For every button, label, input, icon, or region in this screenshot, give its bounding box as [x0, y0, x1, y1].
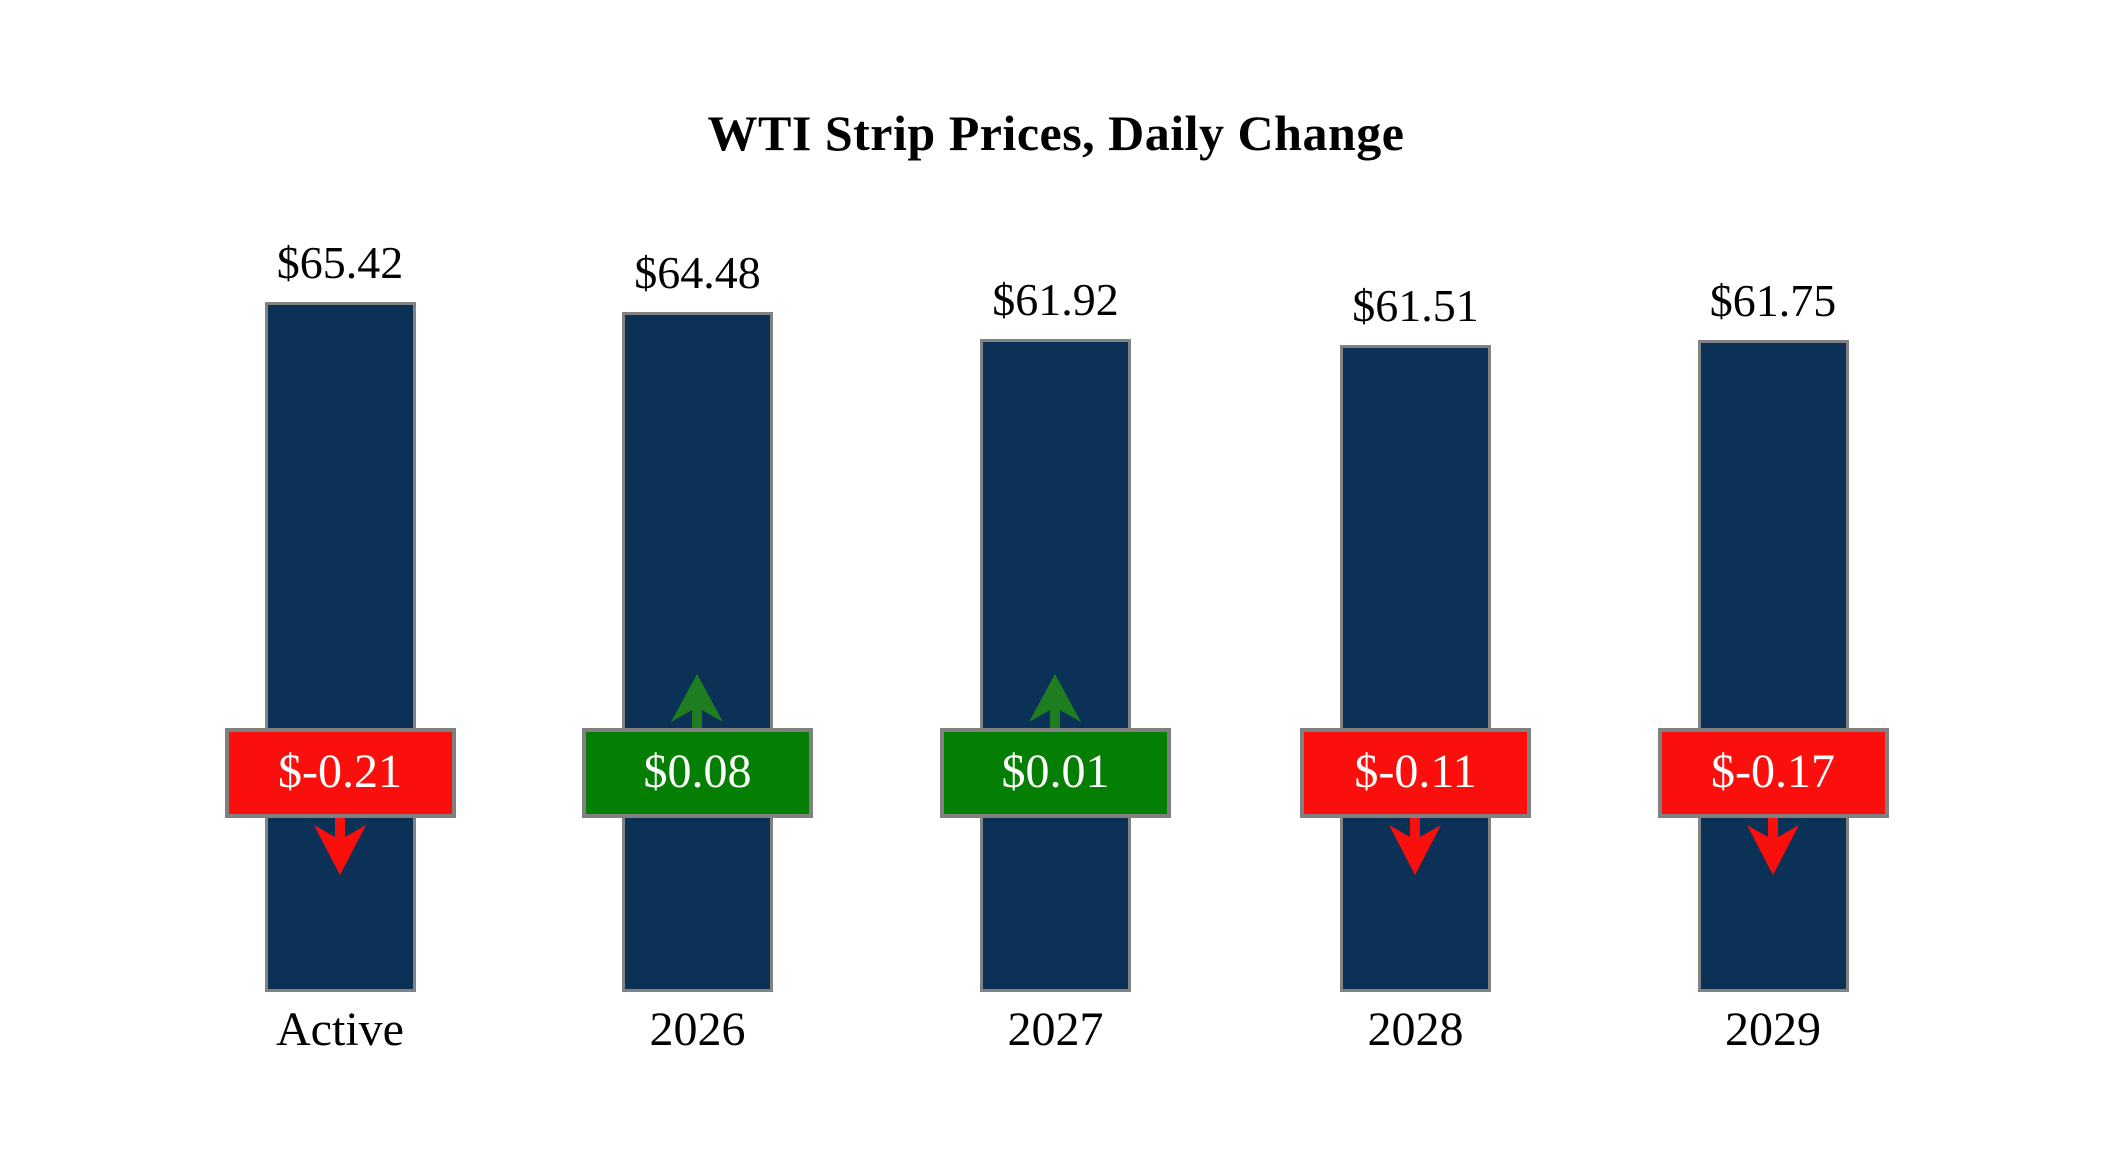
price-label: $61.51 [1352, 280, 1479, 331]
bar [1697, 340, 1849, 992]
change-badge: $0.01 [940, 728, 1171, 818]
up-arrow-icon [1029, 674, 1081, 730]
bar-group-2026: $64.48 $0.08 2026 [582, 0, 813, 1152]
category-label: Active [276, 1003, 404, 1056]
category-label: 2028 [1367, 1003, 1464, 1056]
bar [1340, 345, 1491, 992]
bar [264, 302, 416, 992]
price-label: $61.75 [1709, 275, 1837, 326]
chart-title: WTI Strip Prices, Daily Change [707, 105, 1405, 161]
price-label: $65.42 [276, 237, 404, 288]
down-arrow-icon [1746, 817, 1799, 875]
price-label: $61.92 [992, 274, 1119, 325]
up-arrow-icon [671, 674, 723, 730]
down-arrow-icon [313, 817, 366, 875]
bar [622, 312, 773, 992]
bar-group-active: $65.42 $-0.21 Active [224, 0, 456, 1152]
category-label: 2026 [649, 1003, 746, 1056]
down-arrow-icon [1389, 817, 1441, 875]
price-label: $64.48 [634, 247, 761, 298]
change-badge: $-0.21 [224, 728, 456, 818]
change-badge: $-0.11 [1300, 728, 1531, 818]
category-label: 2027 [1007, 1003, 1104, 1056]
change-badge: $0.08 [582, 728, 813, 818]
bar-group-2028: $61.51 $-0.11 2028 [1300, 0, 1531, 1152]
category-label: 2029 [1725, 1003, 1821, 1056]
change-badge: $-0.17 [1657, 728, 1889, 818]
bar-group-2029: $61.75 $-0.17 2029 [1657, 0, 1889, 1152]
bar-group-2027: $61.92 $0.01 2027 [940, 0, 1171, 1152]
bar [980, 339, 1131, 992]
